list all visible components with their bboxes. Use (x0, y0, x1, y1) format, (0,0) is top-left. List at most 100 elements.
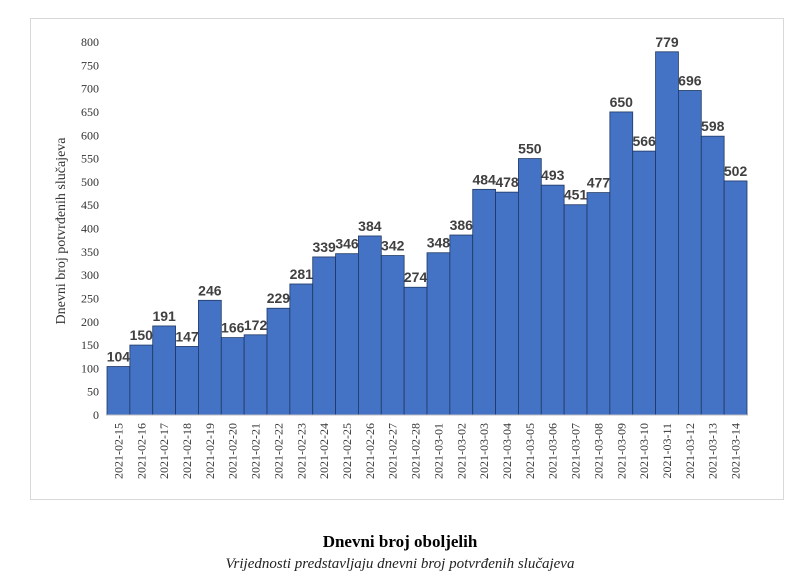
x-tick-label: 2021-03-09 (614, 423, 628, 479)
x-tick-label: 2021-03-07 (569, 423, 583, 479)
bar (106, 366, 131, 416)
bar (175, 346, 199, 416)
y-tick-label: 350 (81, 245, 99, 259)
data-label: 104 (107, 349, 131, 365)
data-label: 598 (701, 118, 725, 134)
y-tick-label: 550 (81, 152, 99, 166)
y-tick-label: 100 (81, 361, 99, 375)
x-tick-label: 2021-02-28 (409, 423, 423, 479)
y-tick-label: 600 (81, 128, 99, 142)
data-label: 346 (335, 236, 359, 252)
bar (426, 252, 451, 416)
y-tick-label: 750 (81, 58, 99, 72)
data-label: 339 (312, 239, 336, 255)
x-tick-label: 2021-03-08 (591, 423, 605, 479)
bar (449, 234, 474, 416)
data-label: 191 (152, 308, 176, 324)
x-tick-label: 2021-03-13 (706, 423, 720, 479)
bar (540, 184, 565, 416)
y-tick-label: 50 (87, 385, 99, 399)
x-tick-label: 2021-03-04 (500, 423, 514, 479)
data-label: 147 (175, 328, 199, 344)
bar (220, 337, 245, 416)
bar (266, 307, 291, 416)
bar (586, 192, 611, 416)
data-label: 650 (610, 94, 634, 110)
bar (335, 253, 359, 416)
bar (380, 255, 405, 416)
x-tick-label: 2021-02-19 (203, 423, 217, 479)
data-label: 478 (495, 174, 519, 190)
x-tick-label: 2021-02-27 (386, 423, 400, 479)
x-tick-label: 2021-03-01 (431, 423, 445, 479)
data-label: 566 (632, 133, 656, 149)
bars (106, 51, 748, 416)
x-tick-label: 2021-02-21 (249, 423, 263, 479)
data-label: 281 (290, 266, 314, 282)
data-label: 779 (655, 34, 679, 50)
x-axis-ticks: 2021-02-15 2021-02-16 2021-02-17 2021-02-18… (111, 423, 742, 479)
x-tick-label: 2021-03-06 (546, 423, 560, 479)
x-tick-label: 2021-03-10 (637, 423, 651, 479)
x-tick-label: 2021-03-02 (454, 423, 468, 479)
bar (609, 111, 634, 416)
figure-caption-subtitle: Vrijednosti predstavljaju dnevni broj po… (225, 556, 575, 572)
bar (243, 334, 268, 416)
x-tick-label: 2021-02-26 (363, 423, 377, 479)
data-label: 246 (198, 282, 222, 298)
y-tick-label: 400 (81, 222, 99, 236)
bar (129, 344, 154, 416)
data-label: 172 (244, 317, 268, 333)
y-axis-label: Dnevni broj potvrđenih slučajeva (54, 137, 69, 325)
x-tick-label: 2021-02-22 (271, 423, 285, 479)
bar (632, 150, 656, 416)
bar (518, 158, 542, 416)
data-label: 493 (541, 167, 565, 183)
x-tick-label: 2021-02-20 (226, 423, 240, 479)
bar (289, 283, 314, 416)
bar (152, 325, 176, 416)
data-label: 342 (381, 238, 405, 254)
bar (358, 235, 382, 416)
y-tick-label: 500 (81, 175, 99, 189)
y-tick-label: 150 (81, 338, 99, 352)
y-tick-label: 0 (93, 408, 99, 422)
bar (655, 51, 679, 416)
y-tick-label: 450 (81, 198, 99, 212)
data-label: 550 (518, 141, 542, 157)
x-tick-label: 2021-03-12 (683, 423, 697, 479)
y-tick-label: 800 (81, 35, 99, 49)
x-tick-label: 2021-02-18 (180, 423, 194, 479)
data-label: 484 (472, 171, 496, 187)
x-tick-label: 2021-03-14 (729, 423, 743, 479)
bar (312, 256, 336, 416)
x-tick-label: 2021-03-11 (660, 423, 674, 479)
data-label: 229 (267, 290, 291, 306)
data-label: 150 (130, 327, 154, 343)
data-label: 696 (678, 72, 702, 88)
x-tick-label: 2021-03-03 (477, 423, 491, 479)
bar (495, 191, 519, 416)
bar (678, 90, 702, 416)
bar (472, 188, 496, 416)
data-labels: 104 150 191 147 246 166 172 229 281 339 346 384 342 2… (107, 34, 748, 365)
bar (563, 204, 588, 416)
y-tick-label: 200 (81, 315, 99, 329)
bar (403, 286, 428, 416)
x-tick-label: 2021-02-24 (317, 423, 331, 479)
x-tick-label: 2021-03-05 (523, 423, 537, 479)
data-label: 451 (564, 187, 588, 203)
bar (700, 135, 725, 416)
data-label: 166 (221, 320, 245, 336)
x-tick-label: 2021-02-16 (134, 423, 148, 479)
y-tick-label: 700 (81, 82, 99, 96)
chart-frame: Dnevni broj potvrđenih slučajeva 0 50 100 1… (30, 18, 784, 500)
data-label: 477 (587, 175, 611, 191)
data-label: 502 (724, 163, 748, 179)
y-axis-label-group: Dnevni broj potvrđenih slučajeva (54, 137, 69, 325)
y-axis-ticks: 0 50 100 150 200 250 300 350 400 450 500 550 600 650 7… (81, 35, 99, 422)
x-tick-label: 2021-02-17 (157, 423, 171, 479)
data-label: 384 (358, 218, 382, 234)
bar-chart: Dnevni broj potvrđenih slučajeva 0 50 100 1… (54, 34, 748, 479)
data-label: 274 (404, 269, 428, 285)
